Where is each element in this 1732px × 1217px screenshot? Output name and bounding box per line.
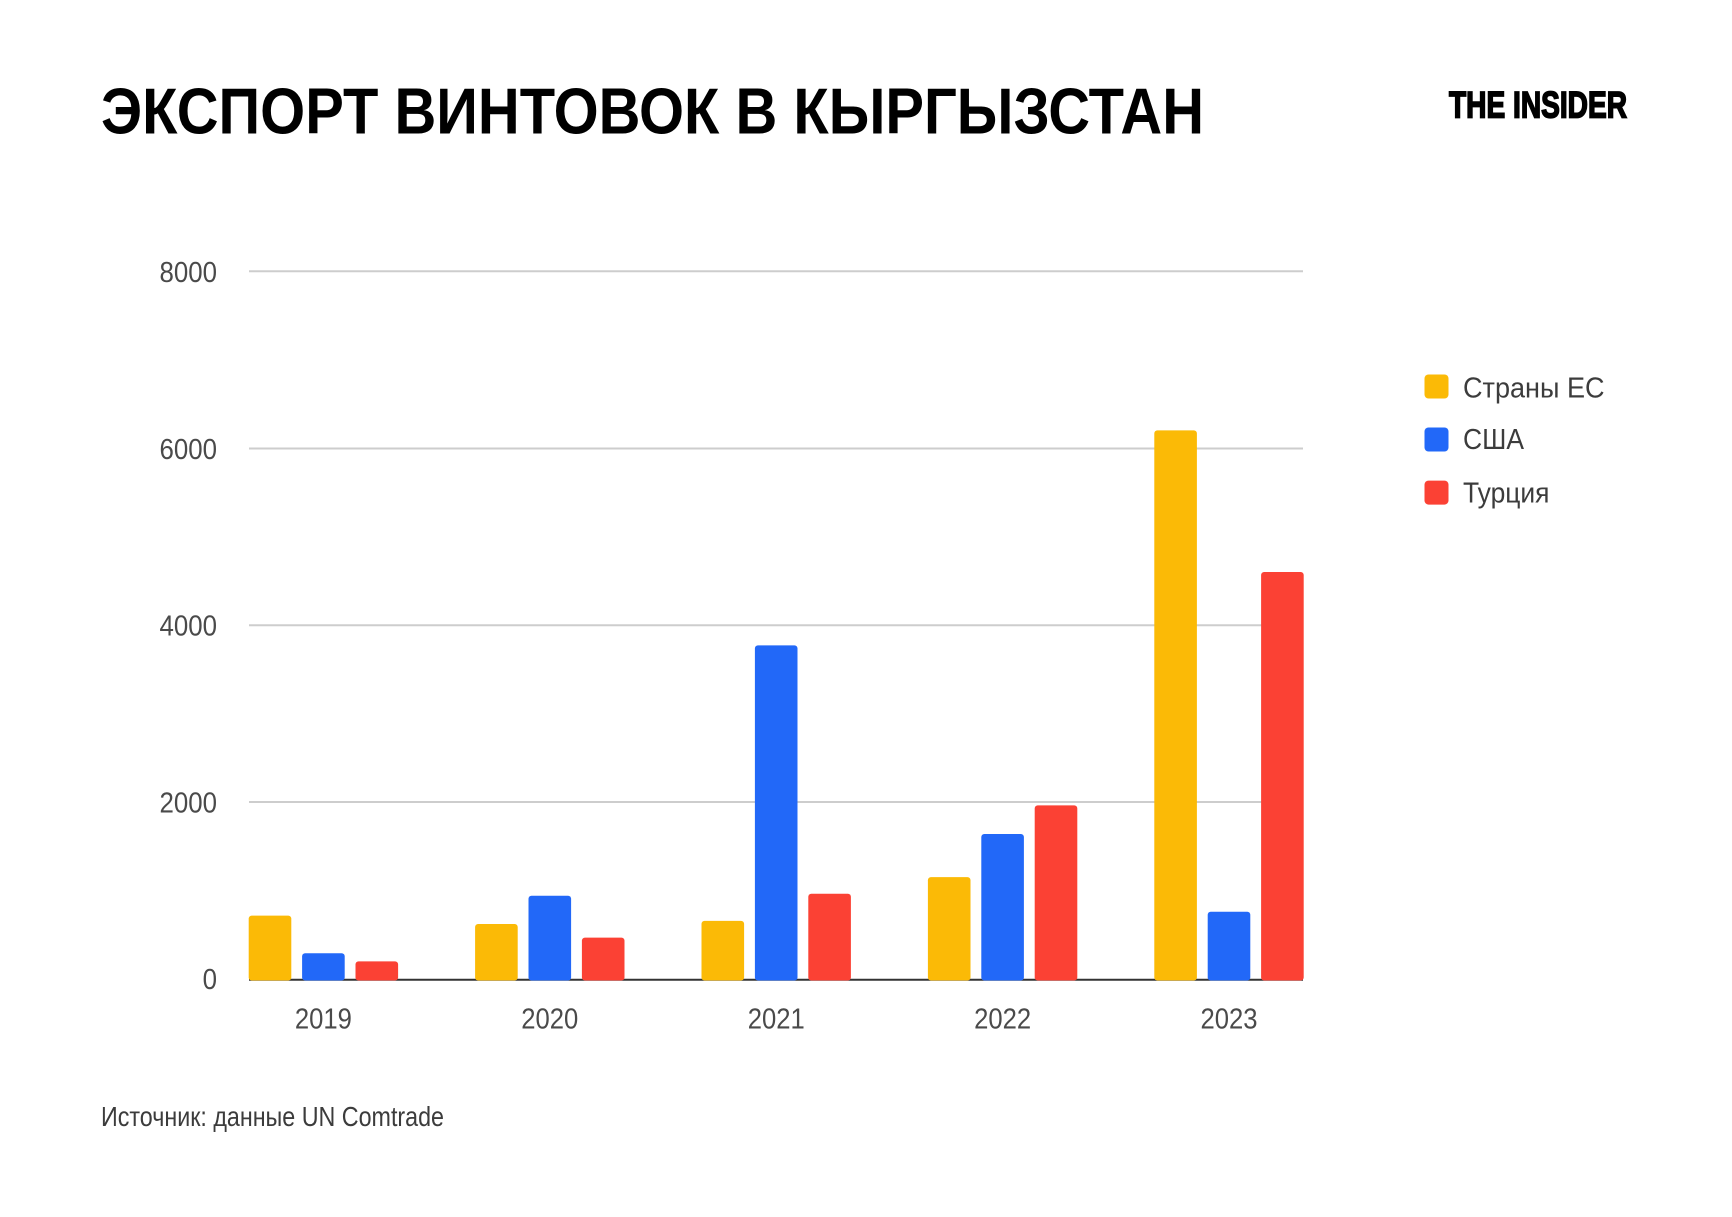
svg-text:США: США bbox=[1463, 424, 1525, 456]
svg-text:2020: 2020 bbox=[521, 1003, 578, 1035]
svg-text:Источник: данные UN Comtrade: Источник: данные UN Comtrade bbox=[101, 1101, 444, 1132]
svg-text:6000: 6000 bbox=[160, 434, 218, 466]
svg-text:8000: 8000 bbox=[160, 257, 218, 289]
svg-text:THE INSIDER: THE INSIDER bbox=[1449, 85, 1627, 126]
svg-text:Турция: Турция bbox=[1463, 478, 1550, 510]
svg-text:0: 0 bbox=[203, 964, 217, 996]
svg-text:2022: 2022 bbox=[974, 1003, 1031, 1035]
svg-text:2021: 2021 bbox=[748, 1003, 805, 1035]
svg-text:ЭКСПОРТ ВИНТОВОК В КЫРГЫЗСТАН: ЭКСПОРТ ВИНТОВОК В КЫРГЫЗСТАН bbox=[101, 75, 1204, 147]
svg-text:4000: 4000 bbox=[160, 611, 218, 643]
svg-text:Страны ЕС: Страны ЕС bbox=[1463, 373, 1605, 405]
svg-text:2023: 2023 bbox=[1201, 1003, 1258, 1035]
svg-text:2019: 2019 bbox=[295, 1003, 352, 1035]
svg-text:2000: 2000 bbox=[160, 788, 218, 820]
